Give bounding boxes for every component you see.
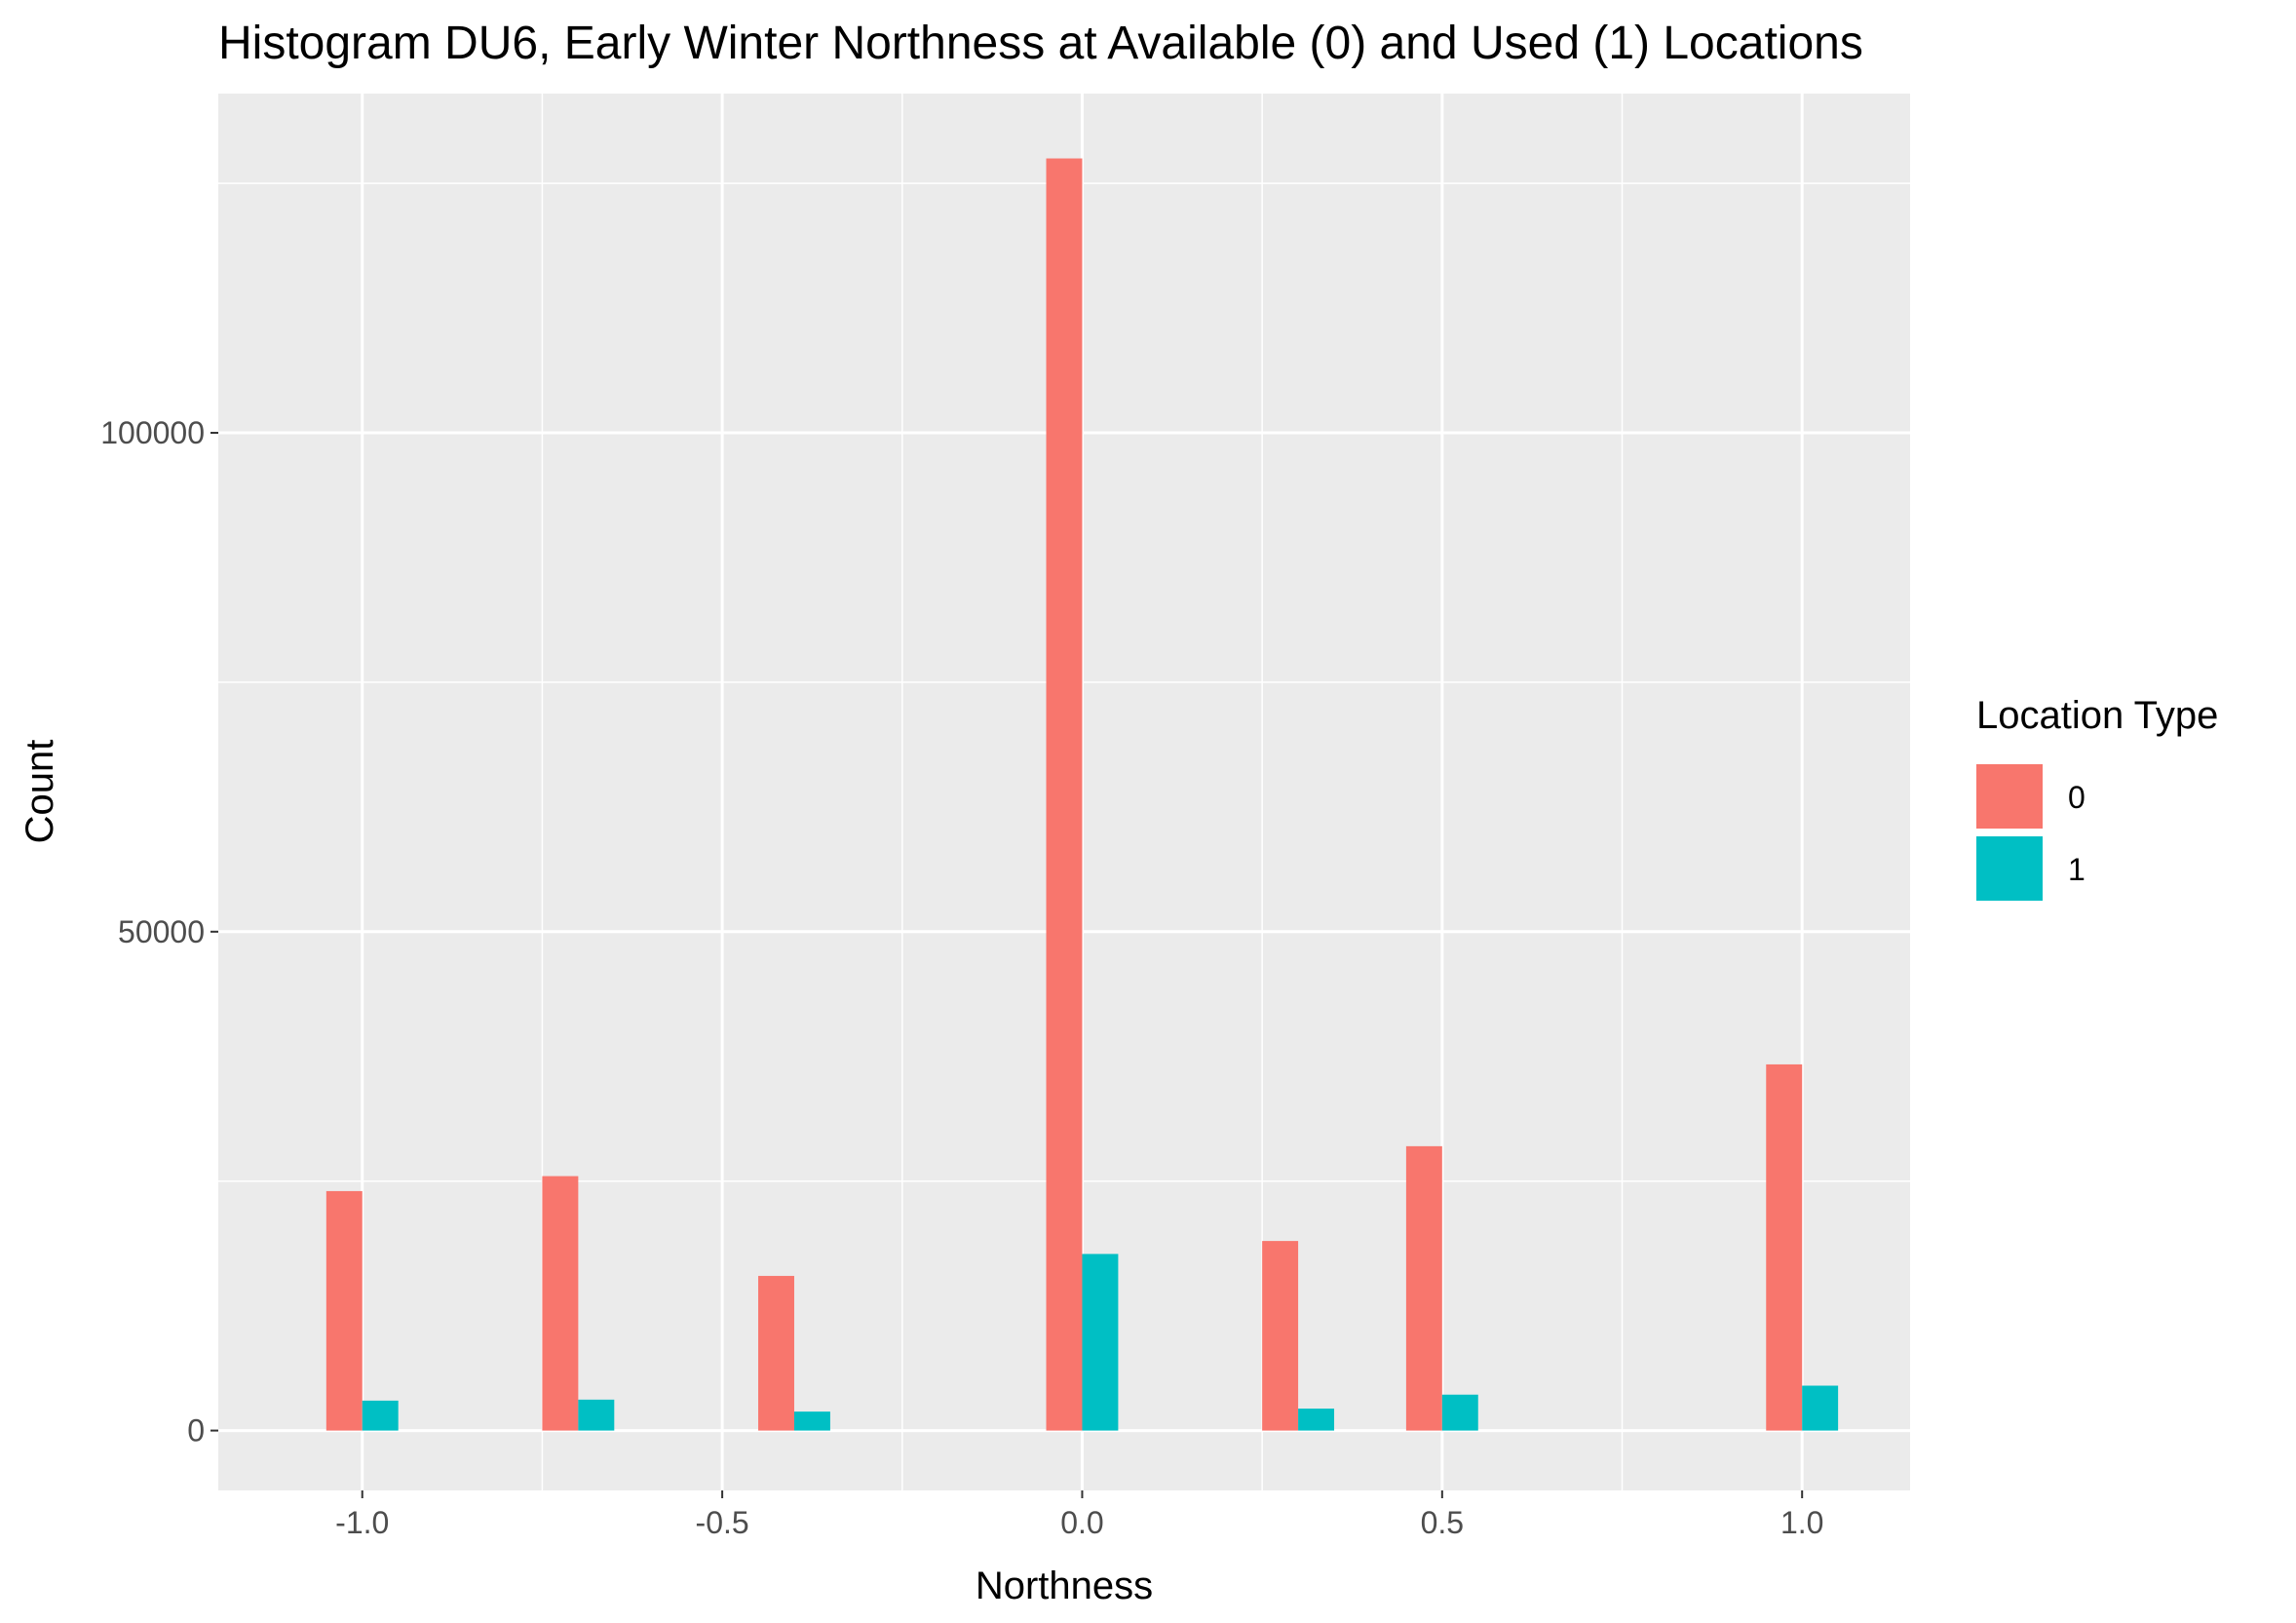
x-tick-label: -1.0 bbox=[335, 1505, 389, 1540]
y-axis: 0 50000 100000 bbox=[100, 415, 218, 1449]
x-tick-label: 0.0 bbox=[1060, 1505, 1103, 1540]
bar-series-1 bbox=[1082, 1254, 1119, 1431]
legend-key-1 bbox=[1976, 836, 2043, 901]
legend: Location Type 01 bbox=[1976, 694, 2218, 901]
bar-series-0 bbox=[1766, 1063, 1803, 1431]
bar-series-0 bbox=[1405, 1145, 1442, 1431]
x-tick-label: -0.5 bbox=[696, 1505, 749, 1540]
legend-key-0 bbox=[1976, 764, 2043, 829]
x-axis-title: Northness bbox=[976, 1565, 1153, 1607]
bars bbox=[325, 158, 1839, 1431]
bar-series-0 bbox=[758, 1275, 794, 1431]
bar-series-0 bbox=[325, 1190, 363, 1431]
y-axis-title: Count bbox=[19, 740, 61, 844]
bar-series-1 bbox=[1441, 1394, 1478, 1431]
x-tick-label: 0.5 bbox=[1421, 1505, 1464, 1540]
bar-series-1 bbox=[793, 1411, 830, 1431]
chart-title: Histogram DU6, Early Winter Northness at… bbox=[218, 18, 1863, 69]
legend-label-0: 0 bbox=[2068, 780, 2086, 815]
legend-items: 01 bbox=[1976, 764, 2086, 901]
y-tick-label: 50000 bbox=[118, 914, 205, 949]
x-axis: -1.0 -0.5 0.0 0.5 1.0 bbox=[335, 1490, 1823, 1540]
legend-title: Location Type bbox=[1976, 694, 2218, 737]
y-tick-label: 0 bbox=[187, 1413, 205, 1449]
x-tick-label: 1.0 bbox=[1780, 1505, 1823, 1540]
bar-series-1 bbox=[1298, 1409, 1335, 1431]
y-tick-label: 100000 bbox=[100, 415, 205, 450]
bar-series-0 bbox=[1046, 158, 1083, 1431]
bar-series-1 bbox=[362, 1400, 399, 1431]
legend-label-1: 1 bbox=[2068, 852, 2086, 887]
bar-series-0 bbox=[542, 1176, 579, 1431]
bar-series-1 bbox=[578, 1399, 615, 1431]
bar-series-0 bbox=[1262, 1241, 1299, 1431]
bar-series-1 bbox=[1802, 1385, 1839, 1431]
